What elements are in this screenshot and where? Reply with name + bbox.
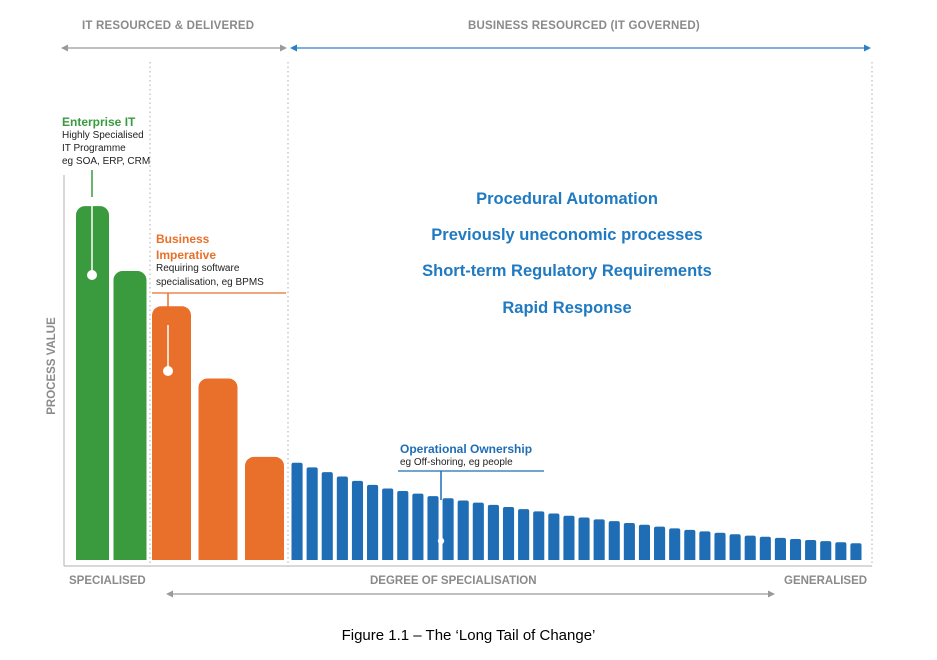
enterprise-bar [76, 206, 109, 560]
operational-bar [382, 488, 394, 560]
x-axis-center-label: DEGREE OF SPECIALISATION [370, 575, 537, 587]
operational-callout-leader [398, 470, 544, 545]
it-resourced-arrow [61, 44, 287, 52]
business-imperative-title-1: Business [156, 232, 210, 246]
operational-bar [638, 524, 651, 560]
benefit-procedural-automation: Procedural Automation [476, 190, 658, 208]
operational-bar [548, 513, 560, 560]
operational-bar [336, 476, 348, 560]
business-bar [152, 306, 191, 560]
operational-bar [850, 543, 862, 560]
operational-bar [397, 491, 409, 560]
enterprise-bar [113, 271, 147, 560]
operational-bar [699, 531, 711, 560]
business-bar [198, 378, 238, 560]
business-imperative-title-2: Imperative [156, 248, 217, 262]
operational-bar [774, 537, 786, 560]
enterprise-it-line-1: Highly Specialised [62, 130, 144, 141]
operational-bar [351, 480, 364, 560]
operational-bar [608, 521, 620, 560]
operational-bar [820, 541, 832, 560]
enterprise-it-title: Enterprise IT [62, 115, 136, 129]
enterprise-callout-leader [87, 170, 97, 280]
operational-bar [291, 462, 303, 560]
business-imperative-line-2: specialisation, eg BPMS [156, 277, 264, 288]
operational-bar [533, 511, 545, 560]
operational-bar [412, 493, 424, 560]
business-bar [245, 456, 284, 560]
operational-bar [684, 529, 696, 560]
business-callout-leader [152, 292, 286, 376]
operational-bar [502, 507, 515, 560]
y-axis-label: PROCESS VALUE [46, 317, 58, 415]
operational-ownership-line-1: eg Off-shoring, eg people [400, 457, 513, 468]
enterprise-it-line-2: IT Programme [62, 143, 126, 154]
operational-bar [623, 522, 635, 560]
operational-bar [442, 498, 454, 560]
operational-bar [487, 504, 499, 560]
operational-bar [714, 532, 726, 560]
operational-bar [518, 509, 530, 560]
business-imperative-line-1: Requiring software [156, 263, 240, 274]
operational-ownership-title: Operational Ownership [400, 442, 533, 456]
operational-bar [427, 496, 439, 560]
business-resourced-label: BUSINESS RESOURCED (IT GOVERNED) [468, 20, 700, 32]
operational-bar [669, 528, 681, 560]
bars-layer [76, 206, 862, 560]
operational-bar [321, 472, 333, 560]
benefit-rapid-response: Rapid Response [502, 299, 632, 317]
operational-bar [805, 540, 817, 560]
operational-bar [367, 484, 379, 560]
figure-caption: Figure 1.1 – The ‘Long Tail of Change’ [341, 627, 596, 644]
operational-bar [578, 517, 590, 560]
operational-bar [789, 538, 802, 560]
benefit-uneconomic-processes: Previously uneconomic processes [431, 226, 703, 244]
operational-bar [593, 519, 605, 560]
operational-bar [729, 534, 741, 560]
business-resourced-arrow [290, 44, 871, 52]
it-resourced-label: IT RESOURCED & DELIVERED [82, 20, 255, 32]
operational-bar [472, 502, 484, 560]
operational-bar [835, 542, 847, 560]
x-axis-left-label: SPECIALISED [69, 575, 146, 587]
operational-bar [744, 535, 756, 560]
specialisation-arrow [166, 590, 775, 598]
operational-bar [759, 536, 771, 560]
operational-bar [563, 515, 575, 560]
operational-bar [654, 526, 666, 560]
operational-bar [306, 467, 318, 560]
x-axis-right-label: GENERALISED [784, 575, 868, 587]
enterprise-it-line-3: eg SOA, ERP, CRM [62, 156, 151, 167]
benefit-regulatory-requirements: Short-term Regulatory Requirements [422, 262, 712, 280]
operational-bar [457, 500, 469, 560]
